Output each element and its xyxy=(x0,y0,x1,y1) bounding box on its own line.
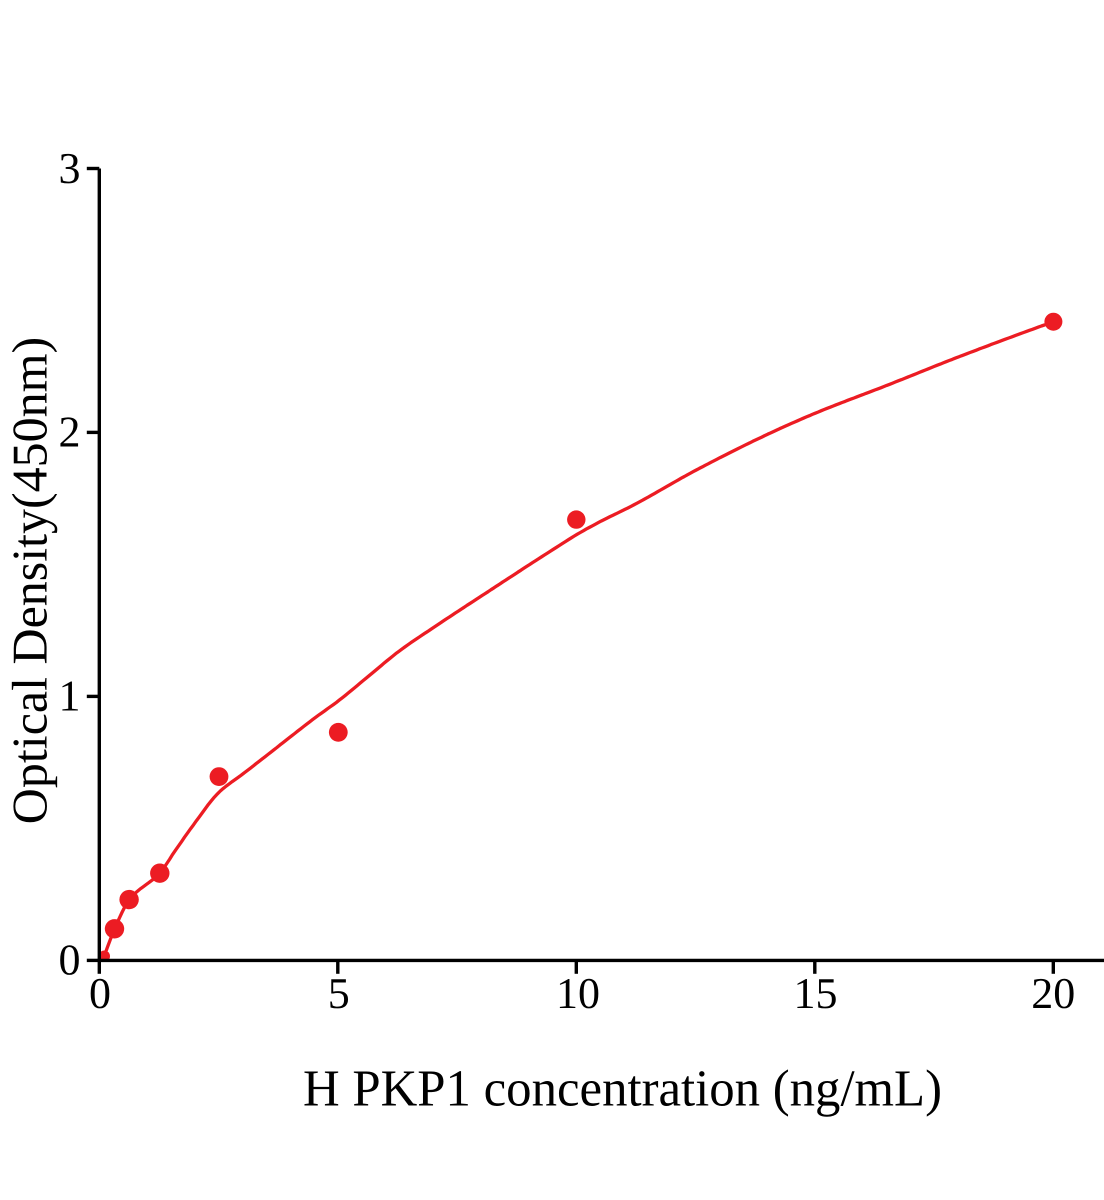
svg-text:0: 0 xyxy=(59,935,81,984)
svg-text:H PKP1 concentration (ng/mL): H PKP1 concentration (ng/mL) xyxy=(303,1061,942,1118)
svg-text:10: 10 xyxy=(556,969,600,1018)
svg-text:0: 0 xyxy=(89,969,111,1018)
svg-text:5: 5 xyxy=(328,969,350,1018)
svg-text:2: 2 xyxy=(59,407,81,456)
svg-text:3: 3 xyxy=(59,144,81,193)
svg-text:15: 15 xyxy=(794,969,838,1018)
svg-text:Optical Density(450nm): Optical Density(450nm) xyxy=(1,337,57,824)
svg-text:20: 20 xyxy=(1031,969,1075,1018)
svg-text:1: 1 xyxy=(59,671,81,720)
